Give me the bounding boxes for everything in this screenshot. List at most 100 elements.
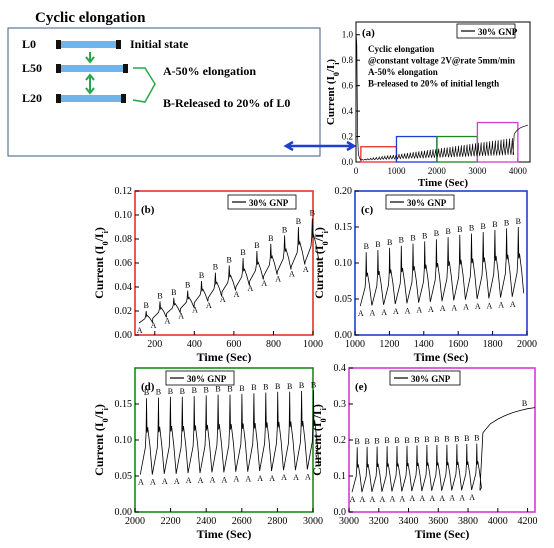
peak-label: B — [364, 242, 369, 251]
peak-label: B — [227, 255, 232, 264]
y-axis-label-sub: i — [319, 407, 328, 410]
y-axis-label: Current (I0/Ii) — [92, 404, 110, 476]
sample-clamp — [123, 64, 128, 73]
y-axis-label: Current (I0/Ii) — [325, 59, 341, 126]
x-tick-label: 3000 — [339, 516, 359, 527]
series-line — [359, 226, 525, 307]
trough-label: A — [381, 308, 387, 317]
peak-label: B — [434, 229, 439, 238]
y-axis-label-sub: 0 — [332, 72, 341, 76]
peak-label: B — [481, 222, 486, 231]
y-tick-label: 0.2 — [334, 435, 347, 446]
legend-label: 30% GNP — [411, 374, 451, 384]
x-tick-label: 4000 — [509, 166, 528, 176]
trough-label: A — [222, 475, 228, 484]
trough-label: A — [429, 494, 435, 503]
trough-label: A — [469, 493, 475, 502]
annotation-line: B-released to 20% of initial length — [368, 79, 499, 89]
peak-label: B — [384, 436, 389, 445]
trough-label: A — [257, 474, 263, 483]
trough-label: A — [370, 495, 376, 504]
trough-label: A — [178, 312, 184, 321]
x-tick-label: 1200 — [379, 339, 399, 350]
x-tick-label: 4000 — [488, 516, 508, 527]
peak-label: B — [311, 380, 316, 389]
peak-label: B — [422, 231, 427, 240]
y-tick-label: 0.06 — [115, 258, 133, 269]
trough-label: A — [416, 306, 422, 315]
x-tick-label: 3200 — [369, 516, 389, 527]
y-axis-label-sub: 0 — [101, 241, 110, 245]
peak-label: B — [522, 399, 527, 408]
y-tick-label: 0.1 — [334, 471, 347, 482]
legend-box — [165, 370, 235, 386]
y-tick-label: 0.10 — [115, 210, 133, 221]
chart-panel-e: 3000 3200 3400 3600 3800 4000 4200 0.0 0.1 0.2 0.3… — [310, 363, 538, 541]
trough-label: A — [234, 290, 240, 299]
x-axis-label: Time (Sec) — [414, 350, 469, 364]
sample-strip — [56, 95, 126, 102]
peak-label: B — [239, 384, 244, 393]
trough-label: A — [269, 474, 275, 483]
x-tick-label: 1000 — [303, 339, 323, 350]
peak-label: B — [299, 381, 304, 390]
y-tick-label: 0.2 — [342, 132, 353, 142]
peak-label: B — [156, 388, 161, 397]
y-tick-label: 0.4 — [342, 106, 354, 116]
panel-label: (b) — [141, 204, 155, 216]
x-tick-label: 1600 — [448, 339, 468, 350]
diagram-state-label: L50 — [22, 61, 42, 75]
peak-label: B — [434, 435, 439, 444]
trough-label: A — [440, 304, 446, 313]
legend-label: 30% GNP — [478, 27, 518, 37]
diagram-state-desc: B-Released to 20% of L0 — [163, 96, 290, 110]
y-axis-label-sub: 0 — [319, 418, 328, 422]
trough-label: A — [275, 274, 281, 283]
peak-label: B — [227, 385, 232, 394]
diagram-title: Cyclic elongation — [35, 10, 146, 26]
peak-label: B — [168, 387, 173, 396]
sample-strip — [56, 41, 121, 48]
trough-label: A — [164, 316, 170, 325]
y-axis-label: Current (I0/Ii) — [312, 227, 330, 299]
x-tick-label: 2000 — [125, 516, 145, 527]
peak-label: B — [144, 388, 149, 397]
annotation-line: A-50% elongation — [368, 67, 438, 77]
panel-label: (a) — [362, 27, 375, 39]
trough-label: A — [451, 303, 457, 312]
trough-label: A — [463, 303, 469, 312]
y-axis-label: Current (I0/Ii) — [310, 404, 328, 476]
legend-box — [456, 23, 516, 39]
trough-label: A — [303, 265, 309, 274]
x-tick-label: 0 — [354, 166, 359, 176]
sample-clamp — [56, 64, 61, 73]
trough-label: A — [138, 478, 144, 487]
x-tick-label: 2200 — [161, 516, 181, 527]
trough-label: A — [409, 494, 415, 503]
peak-label: B — [504, 218, 509, 227]
trough-label: A — [475, 302, 481, 311]
trough-label: A — [449, 493, 455, 502]
y-tick-label: 0.04 — [115, 282, 133, 293]
x-tick-label: 600 — [226, 339, 241, 350]
peak-label: B — [254, 241, 259, 250]
panel-label: (e) — [355, 381, 368, 393]
x-tick-label: 2000 — [428, 166, 447, 176]
legend-box — [227, 194, 297, 210]
peak-label: B — [414, 435, 419, 444]
x-tick-label: 3400 — [399, 516, 419, 527]
series-line — [355, 34, 529, 161]
peak-label: B — [263, 382, 268, 391]
y-tick-label: 0.20 — [335, 186, 353, 197]
chart-panel-b: 200 400 600 800 1000 0.00 0.02 0.04 0.06 0.08 0.10… — [92, 186, 323, 364]
trough-label: A — [419, 494, 425, 503]
trough-label: A — [186, 476, 192, 485]
peak-label: B — [457, 225, 462, 234]
peak-label: B — [394, 436, 399, 445]
x-tick-label: 1400 — [414, 339, 434, 350]
peak-label: B — [364, 437, 369, 446]
y-tick-label: 0.8 — [342, 55, 354, 65]
diagram-state-desc: Initial state — [130, 37, 189, 51]
